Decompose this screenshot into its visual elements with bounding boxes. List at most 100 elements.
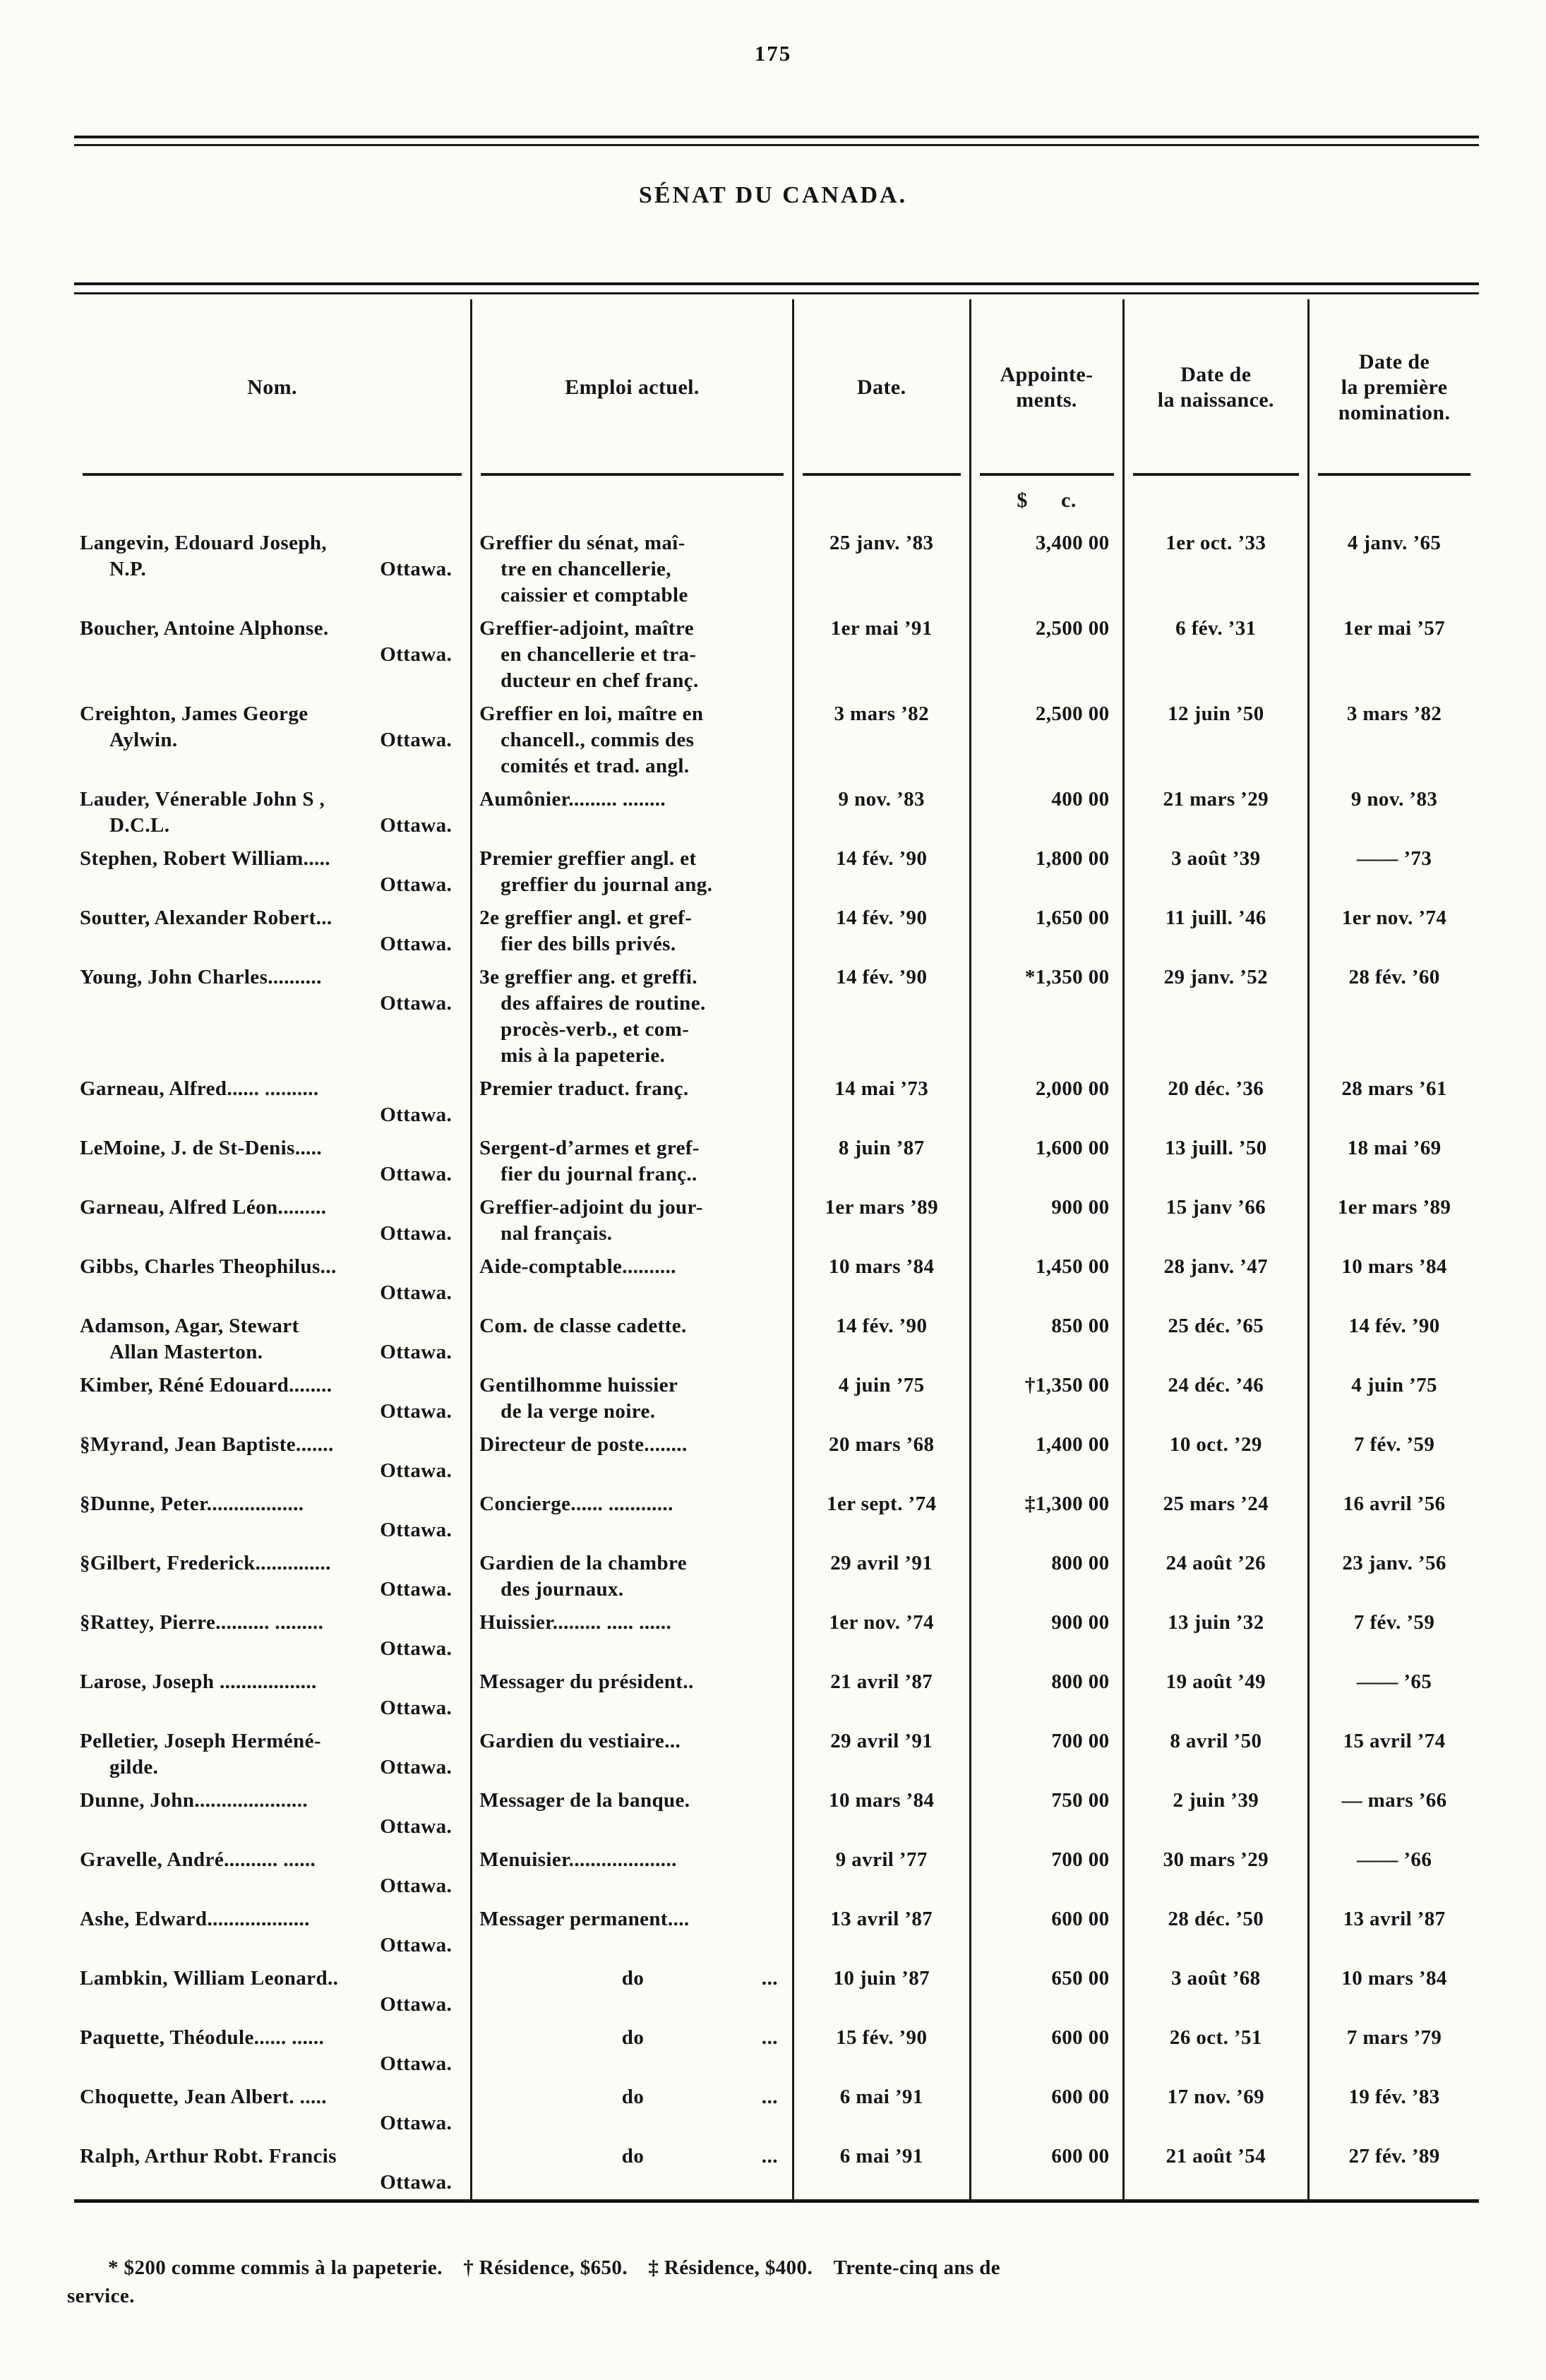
emploi-line: Premier traduct. franç. xyxy=(479,1077,689,1100)
emploi-line: Greffier-adjoint du jour- xyxy=(479,1196,703,1219)
appointements-cell: 800 00 xyxy=(969,1666,1122,1725)
name-city: Ottawa. xyxy=(380,1519,453,1541)
table-row: Choquette, Jean Albert. ..... Ottawa. do..… xyxy=(74,2081,1479,2140)
nomination-cell: 1er mai ’57 xyxy=(1307,612,1479,698)
date-cell: 3 mars ’82 xyxy=(791,698,969,783)
nomination-cell: 4 janv. ’65 xyxy=(1307,527,1479,612)
birthdate-cell: 8 avril ’50 xyxy=(1122,1725,1308,1784)
emploi-cell: Aumônier......... ........ xyxy=(470,783,792,842)
name-line-2: Ottawa. xyxy=(80,1161,460,1188)
emploi-do: do xyxy=(621,2086,645,2108)
name-line-2: Ottawa. xyxy=(80,931,460,957)
emploi-line: Sergent-d’armes et gref- xyxy=(479,1137,700,1159)
name-continuation xyxy=(80,1636,109,1662)
name-continuation xyxy=(80,1221,109,1247)
emploi-cell: Gentilhomme huissier de la verge noire. xyxy=(470,1369,792,1428)
name-continuation xyxy=(80,2051,109,2077)
date-cell: 14 fév. ’90 xyxy=(791,842,969,902)
birthdate-cell: 11 juill. ’46 xyxy=(1122,902,1308,961)
name-line: Gibbs, Charles Theophilus... xyxy=(80,1255,337,1278)
emploi-line: de la verge noire. xyxy=(501,1400,656,1423)
appointements-cell: 2,500 00 xyxy=(969,612,1122,698)
date-cell: 1er nov. ’74 xyxy=(791,1606,969,1666)
appointements-cell: 850 00 xyxy=(969,1310,1122,1369)
name-city: Ottawa. xyxy=(380,933,453,955)
name-line: Larose, Joseph .................. xyxy=(80,1670,317,1693)
emploi-do: do xyxy=(621,2026,645,2049)
table-row: Lambkin, William Leonard.. Ottawa. do... 10… xyxy=(74,1962,1479,2021)
name-line: Paquette, Théodule...... ...... xyxy=(80,2026,325,2049)
nomination-cell: 18 mai ’69 xyxy=(1307,1132,1479,1191)
name-continuation xyxy=(80,1161,109,1188)
emploi-cell: Sergent-d’armes et gref-fier du journal … xyxy=(470,1132,792,1191)
table-row: Dunne, John..................... Ottawa. M… xyxy=(74,1784,1479,1843)
name-cell: Young, John Charles.......... Ottawa. xyxy=(74,961,470,1072)
nomination-cell: 19 fév. ’83 xyxy=(1307,2081,1479,2140)
name-cell: Paquette, Théodule...... ...... Ottawa. xyxy=(74,2021,470,2081)
table-row: §Gilbert, Frederick.............. Ottawa.… xyxy=(74,1547,1479,1606)
nomination-cell: 1er nov. ’74 xyxy=(1307,902,1479,961)
name-cell: Soutter, Alexander Robert... Ottawa. xyxy=(74,902,470,961)
emploi-cell: Greffier-adjoint, maître en chancellerie … xyxy=(470,612,792,698)
birthdate-cell: 25 déc. ’65 xyxy=(1122,1310,1308,1369)
name-city: Ottawa. xyxy=(380,814,453,837)
nomination-cell: 9 nov. ’83 xyxy=(1307,783,1479,842)
name-continuation: D.C.L. xyxy=(109,814,170,837)
emploi-line: Messager permanent.... xyxy=(479,1908,690,1930)
name-city: Ottawa. xyxy=(380,1104,453,1126)
name-line-2: Ottawa. xyxy=(80,2051,460,2077)
table-row: LeMoine, J. de St-Denis..... Ottawa. Serge… xyxy=(74,1132,1479,1191)
date-cell: 9 nov. ’83 xyxy=(791,783,969,842)
table-row: Ralph, Arthur Robt. Francis Ottawa. do... 6… xyxy=(74,2140,1479,2199)
birthdate-cell: 25 mars ’24 xyxy=(1122,1488,1308,1547)
emploi-cell: do... xyxy=(470,2021,792,2081)
footnote: * $200 comme commis à la papeterie. † Ré… xyxy=(67,2256,1001,2307)
appointements-cell: 1,450 00 xyxy=(969,1250,1122,1310)
name-continuation xyxy=(80,2170,109,2196)
appointements-cell: 1,600 00 xyxy=(969,1132,1122,1191)
name-continuation xyxy=(80,1992,109,2018)
nomination-cell: 28 fév. ’60 xyxy=(1307,961,1479,1072)
birthdate-cell: 1er oct. ’33 xyxy=(1122,527,1308,612)
currency-spacer xyxy=(470,476,792,527)
name-city: Ottawa. xyxy=(380,643,453,666)
appointements-cell: 400 00 xyxy=(969,783,1122,842)
emploi-do-line: do... xyxy=(479,2143,786,2170)
name-city: Ottawa. xyxy=(380,2112,453,2134)
name-line: §Dunne, Peter.................. xyxy=(80,1493,304,1515)
nomination-cell: — mars ’66 xyxy=(1307,1784,1479,1843)
table-body: Langevin, Edouard Joseph, N.P. Ottawa. Gref… xyxy=(74,527,1479,2199)
table-row: §Dunne, Peter.................. Ottawa. Co… xyxy=(74,1488,1479,1547)
name-line-2: Allan Masterton. Ottawa. xyxy=(80,1339,460,1365)
appointements-cell: 600 00 xyxy=(969,2081,1122,2140)
emploi-cell: Menuisier.................... xyxy=(470,1843,792,1903)
emploi-line: ducteur en chef franç. xyxy=(501,669,699,692)
date-cell: 29 avril ’91 xyxy=(791,1725,969,1784)
emploi-line: tre en chancellerie, xyxy=(501,558,671,580)
table-row: Creighton, James George Aylwin. Ottawa. Gre… xyxy=(74,698,1479,783)
name-continuation xyxy=(80,1814,109,1840)
name-line: §Myrand, Jean Baptiste....... xyxy=(80,1433,334,1456)
table-row: Gravelle, André.......... ...... Ottawa. M… xyxy=(74,1843,1479,1903)
table-row: Ashe, Edward................... Ottawa. Me… xyxy=(74,1903,1479,1962)
name-cell: Kimber, Réné Edouard........ Ottawa. xyxy=(74,1369,470,1428)
name-line-2: Ottawa. xyxy=(80,1577,460,1603)
appointements-cell: 600 00 xyxy=(969,2021,1122,2081)
appointements-cell: 700 00 xyxy=(969,1725,1122,1784)
emploi-cell: Gardien de la chambre des journaux. xyxy=(470,1547,792,1606)
appointements-cell: 650 00 xyxy=(969,1962,1122,2021)
currency-spacer xyxy=(791,476,969,527)
emploi-cell: Greffier-adjoint du jour-nal français. xyxy=(470,1191,792,1250)
table-row: §Rattey, Pierre.......... ......... Ottaw… xyxy=(74,1606,1479,1666)
birthdate-cell: 21 août ’54 xyxy=(1122,2140,1308,2199)
name-city: Ottawa. xyxy=(380,558,453,580)
emploi-cell: Greffier en loi, maître en chancell., com… xyxy=(470,698,792,783)
name-cell: Garneau, Alfred...... .......... Ottawa. xyxy=(74,1072,470,1132)
emploi-line: 2e greffier angl. et gref- xyxy=(479,907,693,929)
name-line-2: Ottawa. xyxy=(80,1221,460,1247)
name-continuation xyxy=(80,642,109,668)
name-cell: Creighton, James George Aylwin. Ottawa. xyxy=(74,698,470,783)
emploi-line: Aide-comptable.......... xyxy=(479,1255,676,1278)
name-cell: §Rattey, Pierre.......... ......... Ottaw… xyxy=(74,1606,470,1666)
emploi-line: comités et trad. angl. xyxy=(501,755,690,777)
